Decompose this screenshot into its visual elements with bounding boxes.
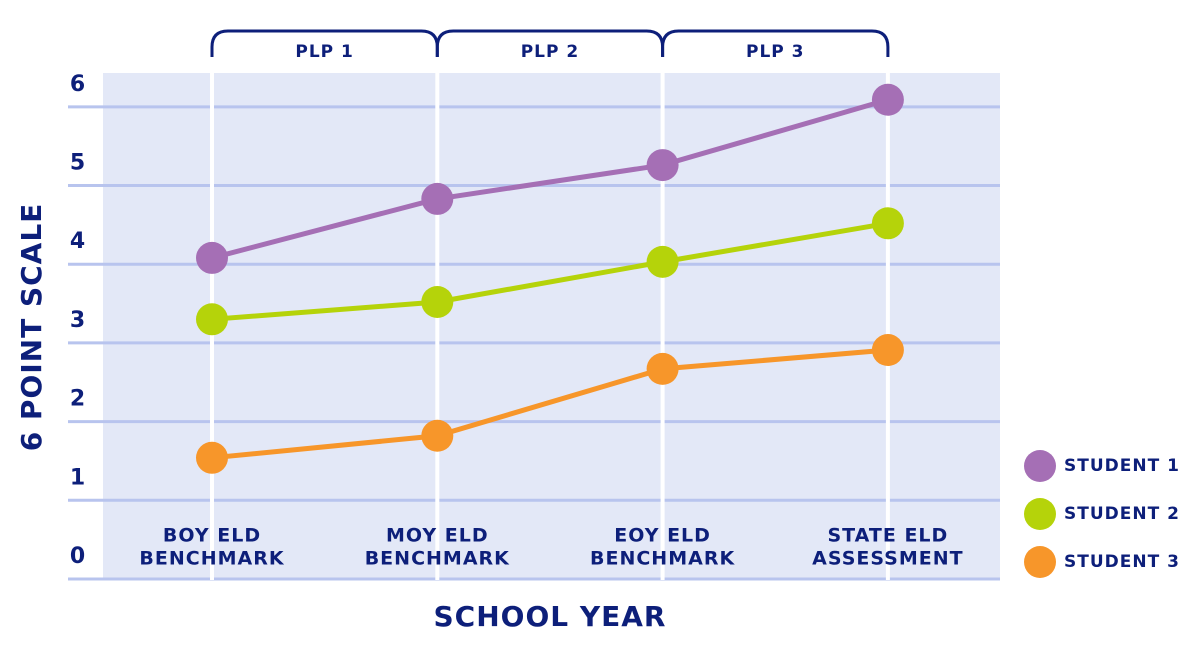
x-tick-label: BENCHMARK <box>590 548 735 570</box>
data-point <box>871 207 904 240</box>
x-tick-label: EOY ELD <box>614 525 711 547</box>
data-point <box>646 352 679 385</box>
phase-label: PLP 1 <box>295 42 354 62</box>
y-tick-label: 2 <box>70 387 86 412</box>
x-tick-label: BENCHMARK <box>365 548 510 570</box>
phase-bracket <box>435 29 665 57</box>
phase-bracket <box>210 29 439 57</box>
data-point <box>646 149 679 182</box>
phase-bracket <box>661 29 890 57</box>
x-tick-label: BENCHMARK <box>139 548 284 570</box>
legend-label: STUDENT 3 <box>1064 552 1180 572</box>
data-point <box>196 241 228 274</box>
data-point <box>421 285 454 318</box>
data-point <box>421 419 454 452</box>
series-line <box>211 347 889 461</box>
data-point <box>871 83 904 116</box>
x-tick-label: BOY ELD <box>163 525 261 547</box>
data-point <box>196 303 228 336</box>
y-tick-label: 0 <box>70 544 86 569</box>
legend-marker <box>1024 498 1056 530</box>
series-line <box>211 97 889 261</box>
data-point <box>421 182 454 215</box>
phase-label: PLP 3 <box>746 42 805 62</box>
y-tick-label: 1 <box>70 465 86 490</box>
y-tick-label: 6 <box>70 72 86 97</box>
x-tick-label: MOY ELD <box>386 525 489 547</box>
x-axis-label: SCHOOL YEAR <box>434 600 667 633</box>
phase-label: PLP 2 <box>521 42 580 62</box>
x-tick-label: ASSESSMENT <box>812 548 963 570</box>
legend-marker <box>1024 546 1056 578</box>
plot-background <box>103 73 1000 580</box>
series-line <box>211 220 889 322</box>
x-tick-label: STATE ELD <box>827 525 948 547</box>
data-point <box>196 441 228 474</box>
legend-marker <box>1024 450 1056 482</box>
y-tick-label: 4 <box>70 229 86 254</box>
y-axis-label: 6 POINT SCALE <box>15 203 48 452</box>
data-point <box>646 245 679 278</box>
data-point <box>871 334 904 367</box>
y-tick-label: 5 <box>70 151 86 176</box>
legend-label: STUDENT 1 <box>1064 456 1180 476</box>
y-tick-label: 3 <box>70 308 86 333</box>
legend-label: STUDENT 2 <box>1064 504 1180 524</box>
